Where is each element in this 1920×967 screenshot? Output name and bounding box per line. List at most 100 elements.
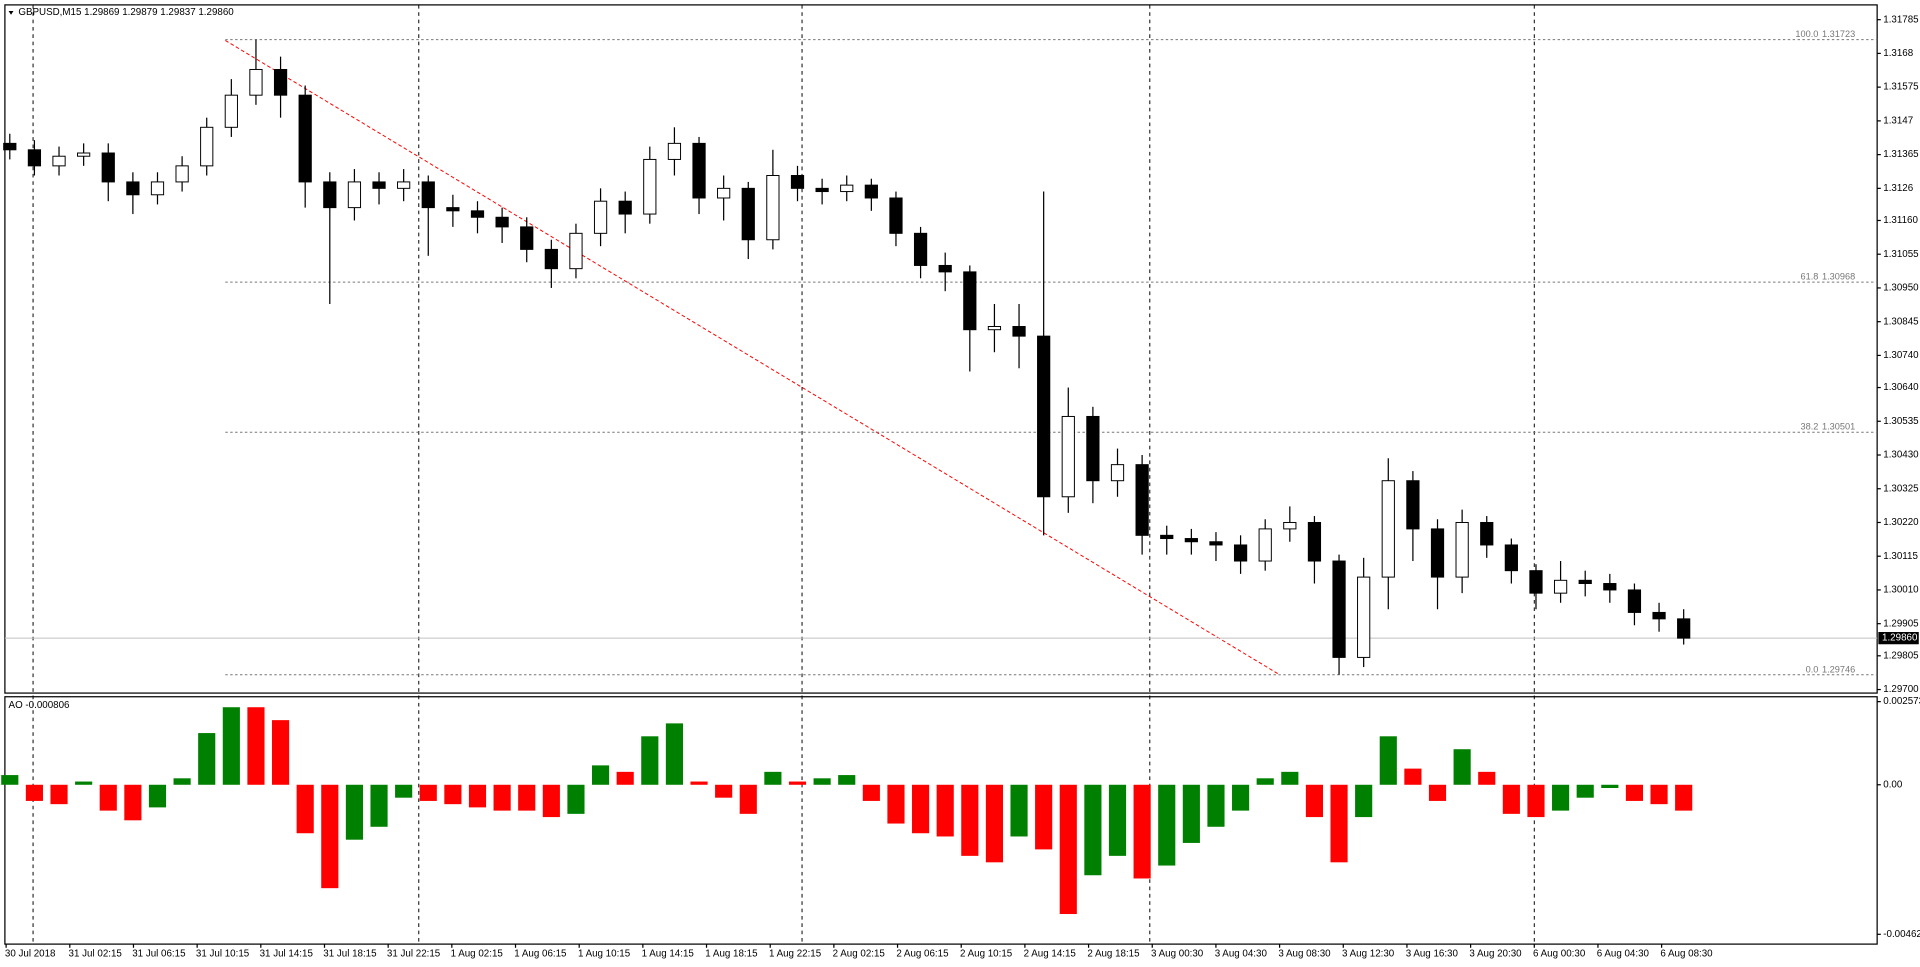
ao-bar: [813, 778, 831, 785]
ao-bar: [148, 784, 167, 808]
x-tick-label: 31 Jul 18:15: [323, 948, 377, 959]
candle-body: [347, 181, 362, 209]
candle-body: [421, 181, 435, 209]
candle-body: [1233, 544, 1248, 562]
ao-bar: [1552, 784, 1570, 811]
candle-body: [150, 181, 165, 196]
candle-body: [298, 94, 312, 183]
y2-tick-label: 0.00: [1883, 779, 1903, 790]
x-tick-label: 31 Jul 14:15: [260, 948, 314, 959]
x-tick-label: 3 Aug 16:30: [1406, 948, 1459, 959]
x-tick-label: 3 Aug 12:30: [1342, 948, 1395, 959]
ao-bar: [1453, 749, 1471, 785]
current-price-label: 1.29860: [1882, 633, 1918, 644]
candle-body: [77, 152, 91, 157]
candle-body: [52, 155, 66, 167]
candle-body: [1283, 521, 1297, 530]
y-tick-label: 1.31575: [1883, 82, 1919, 93]
ao-bar: [124, 784, 142, 821]
fib-value: 1.30501: [1822, 422, 1855, 432]
current-price-box: [1878, 632, 1919, 645]
ao-bar: [1305, 784, 1324, 818]
candle-body: [1406, 480, 1420, 530]
ao-bar: [739, 784, 757, 814]
ao-bar: [1576, 784, 1594, 798]
y-tick-label: 1.31365: [1883, 149, 1919, 160]
candle-body: [1012, 326, 1026, 337]
ao-bar: [75, 781, 93, 785]
y-tick-label: 1.29905: [1883, 618, 1919, 629]
x-tick-label: 1 Aug 22:15: [769, 948, 822, 959]
ao-bar: [1035, 784, 1053, 850]
y2-tick-label: -0.004628: [1883, 929, 1920, 940]
candle-body: [938, 264, 952, 273]
ao-bar: [961, 784, 979, 856]
candle-body: [913, 232, 928, 266]
candle-body: [987, 326, 1002, 331]
x-tick-label: 2 Aug 14:15: [1024, 948, 1077, 959]
fib-ratio: 0.0: [1806, 664, 1819, 674]
candle-body: [1307, 521, 1322, 562]
x-tick-label: 1 Aug 18:15: [705, 948, 758, 959]
candle-body: [1184, 538, 1198, 543]
y-tick-label: 1.30740: [1883, 350, 1919, 361]
candle-body: [1110, 464, 1125, 482]
candle-body: [1135, 464, 1149, 536]
candle-body: [372, 181, 386, 189]
x-tick-label: 3 Aug 20:30: [1469, 948, 1522, 959]
candle-body: [1160, 534, 1174, 540]
ao-bar: [518, 784, 536, 811]
ao-bar: [690, 781, 708, 785]
candle-body: [175, 165, 189, 183]
ao-bar: [1355, 784, 1373, 818]
ao-bar: [271, 720, 290, 785]
candle-body: [1357, 576, 1371, 658]
y-tick-label: 1.30640: [1883, 382, 1919, 393]
ao-bar: [912, 784, 930, 834]
ao-bar: [321, 784, 339, 889]
x-tick-label: 6 Aug 08:30: [1660, 948, 1713, 959]
ao-bar: [1133, 784, 1151, 879]
x-tick-label: 2 Aug 10:15: [960, 948, 1013, 959]
candle-body: [1332, 560, 1346, 658]
x-tick-label: 31 Jul 22:15: [387, 948, 441, 959]
candle-body: [1086, 415, 1100, 482]
candle-body: [667, 142, 682, 160]
ao-bar: [764, 771, 782, 785]
candle-body: [815, 187, 829, 193]
ao-bar: [1675, 784, 1693, 811]
ao-bar: [493, 784, 511, 811]
ao-bar: [616, 771, 634, 785]
x-tick-label: 6 Aug 00:30: [1533, 948, 1586, 959]
ao-bar: [173, 778, 191, 785]
y-tick-label: 1.3126: [1883, 183, 1913, 194]
y-tick-label: 1.31785: [1883, 14, 1919, 25]
candle-body: [470, 210, 485, 218]
x-tick-label: 31 Jul 10:15: [196, 948, 250, 959]
x-tick-label: 1 Aug 02:15: [451, 948, 504, 959]
ao-bar: [838, 775, 856, 785]
y-tick-label: 1.30010: [1883, 585, 1919, 596]
x-tick-label: 1 Aug 10:15: [578, 948, 631, 959]
candle-body: [1037, 335, 1051, 498]
ao-bar: [665, 723, 683, 785]
candle-body: [1603, 583, 1617, 591]
y-tick-label: 1.3147: [1883, 115, 1913, 126]
trend-line: [225, 39, 1280, 676]
candle-body: [593, 200, 608, 234]
candle-body: [1061, 415, 1075, 498]
fib-value: 1.31723: [1822, 29, 1855, 39]
ao-bar: [1601, 784, 1619, 788]
ao-bar: [788, 781, 807, 785]
candle-body: [101, 152, 115, 183]
ao-bar: [222, 707, 240, 785]
candle-body: [618, 200, 632, 215]
ao-bar: [99, 784, 117, 811]
x-tick-label: 2 Aug 18:15: [1087, 948, 1140, 959]
y-tick-label: 1.30325: [1883, 483, 1919, 494]
ao-bar: [198, 733, 216, 785]
ao-bar: [641, 736, 659, 785]
candle-body: [889, 197, 903, 234]
price-panel: [4, 4, 1878, 694]
